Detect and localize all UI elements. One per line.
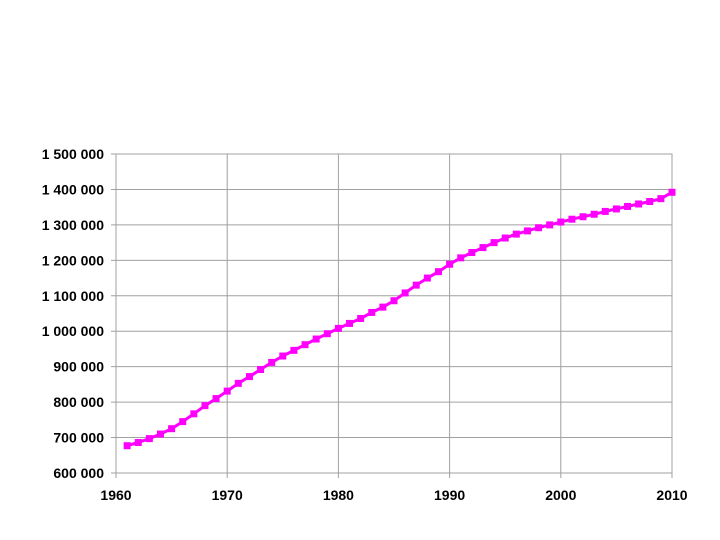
data-point — [257, 366, 265, 374]
data-point — [568, 215, 576, 223]
data-point — [612, 205, 620, 213]
data-point — [301, 341, 309, 349]
data-point — [579, 213, 587, 221]
data-point — [357, 314, 365, 322]
data-point — [179, 418, 187, 426]
data-point — [668, 188, 676, 196]
data-point — [457, 254, 465, 262]
data-point — [479, 244, 487, 252]
data-point — [468, 249, 476, 257]
y-tick-label: 1 000 000 — [42, 323, 104, 339]
data-point — [168, 425, 176, 433]
y-tick-label: 1 400 000 — [42, 181, 104, 197]
x-tick-label: 1960 — [100, 487, 131, 503]
data-point — [434, 268, 442, 276]
data-point — [134, 439, 142, 447]
data-point — [657, 195, 665, 203]
data-point — [601, 207, 609, 215]
data-point — [401, 289, 409, 297]
data-point — [312, 335, 320, 343]
data-point — [123, 442, 131, 450]
data-point — [390, 297, 398, 305]
data-point — [412, 281, 420, 289]
data-point — [145, 435, 153, 443]
data-point — [546, 221, 554, 229]
data-point — [346, 319, 354, 327]
data-point — [190, 410, 198, 418]
data-point — [624, 202, 632, 210]
y-tick-label: 1 500 000 — [42, 146, 104, 162]
x-tick-label: 2010 — [656, 487, 687, 503]
y-tick-label: 600 000 — [53, 465, 104, 481]
plot-area — [115, 153, 673, 474]
data-point — [501, 234, 509, 242]
data-point — [523, 227, 531, 235]
data-point — [557, 218, 565, 226]
y-tick-label: 700 000 — [53, 430, 104, 446]
data-point — [379, 303, 387, 311]
x-axis-tick-labels: 1960 1970 1980 1990 2000 2010 — [100, 487, 687, 503]
data-point — [156, 430, 164, 438]
data-point — [323, 330, 331, 338]
series-line — [126, 191, 673, 448]
data-point — [279, 352, 287, 360]
gridlines — [111, 153, 673, 478]
y-tick-label: 900 000 — [53, 359, 104, 375]
data-point — [334, 324, 342, 332]
series-group — [123, 188, 676, 450]
data-point — [635, 200, 643, 208]
data-point — [646, 197, 654, 205]
data-point — [490, 239, 498, 247]
data-point — [201, 402, 209, 410]
data-point — [512, 230, 520, 238]
y-tick-label: 800 000 — [53, 394, 104, 410]
x-tick-label: 1990 — [434, 487, 465, 503]
y-tick-label: 1 200 000 — [42, 252, 104, 268]
data-point — [234, 379, 242, 387]
data-point — [535, 224, 543, 232]
data-point — [423, 274, 431, 282]
data-point — [446, 260, 454, 268]
data-point — [290, 346, 298, 354]
x-tick-label: 1980 — [323, 487, 354, 503]
data-point — [268, 358, 276, 366]
x-tick-label: 2000 — [545, 487, 576, 503]
data-point — [368, 308, 376, 316]
y-tick-label: 1 100 000 — [42, 288, 104, 304]
data-point — [212, 395, 220, 403]
x-tick-label: 1970 — [212, 487, 243, 503]
y-axis-tick-labels: 600 000 700 000 800 000 900 000 1 000 000 1 1… — [42, 146, 105, 481]
data-point — [223, 387, 231, 395]
y-tick-label: 1 300 000 — [42, 217, 104, 233]
data-point — [245, 373, 253, 381]
data-point — [590, 210, 598, 218]
